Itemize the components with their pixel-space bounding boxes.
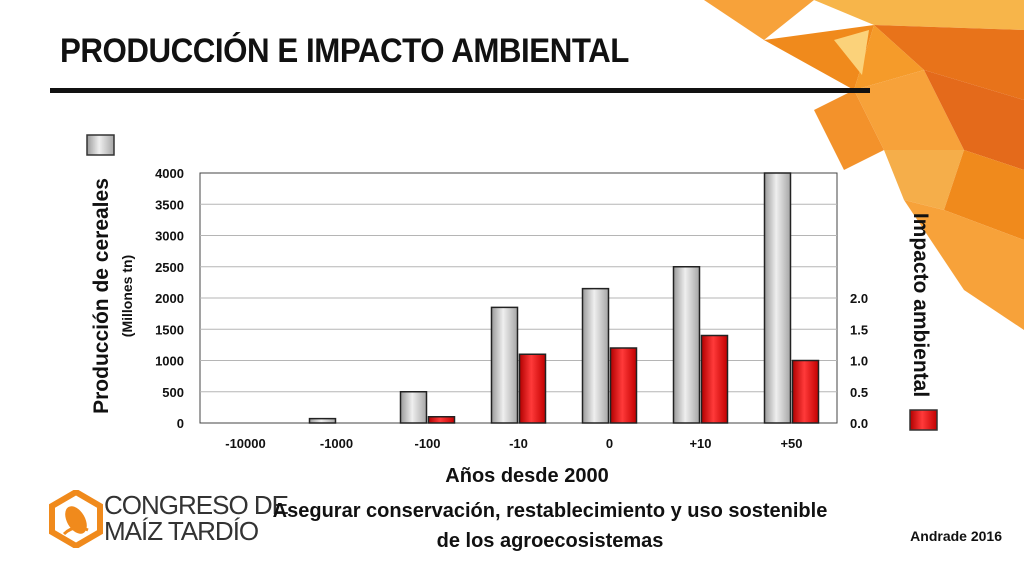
bar-impact <box>518 353 547 424</box>
bar-impact <box>427 416 456 424</box>
legend-swatch-impact <box>909 409 938 431</box>
y-tick-label: 4000 <box>155 166 184 181</box>
congress-logo: CONGRESO DE MAÍZ TARDÍO <box>48 490 289 550</box>
footer-statement-line2: de los agroecosistemas <box>436 530 664 552</box>
y2-tick-label: 0.0 <box>850 416 868 431</box>
title-underline <box>50 88 870 93</box>
bar-production <box>490 306 519 424</box>
x-tick-label: +10 <box>689 436 711 451</box>
bar-impact <box>700 334 729 424</box>
y-tick-label: 1000 <box>155 354 184 369</box>
decorative-orange-shapes <box>704 0 1024 330</box>
logo-text-line2: MAÍZ TARDÍO <box>104 516 259 546</box>
bar-production <box>308 417 337 424</box>
x-tick-label: -1000 <box>320 436 353 451</box>
bar-production <box>399 391 428 424</box>
bar-impact <box>791 359 820 424</box>
y-tick-label: 3500 <box>155 197 184 212</box>
bar-production <box>672 266 701 424</box>
y-tick-label: 2500 <box>155 260 184 275</box>
logo-text-line1: CONGRESO DE <box>104 490 289 520</box>
y-axis-label: Producción de cereales <box>90 178 113 414</box>
y-tick-label: 0 <box>177 416 184 431</box>
y-tick-label: 1500 <box>155 322 184 337</box>
y-tick-label: 3000 <box>155 229 184 244</box>
y2-tick-label: 1.5 <box>850 322 868 337</box>
y2-tick-label: 1.0 <box>850 354 868 369</box>
legend-swatch-production <box>86 134 115 156</box>
x-tick-label: 0 <box>606 436 613 451</box>
y2-tick-label: 0.5 <box>850 385 868 400</box>
y-axis-sublabel: (Millones tn) <box>119 255 135 337</box>
y2-tick-label: 2.0 <box>850 291 868 306</box>
y-tick-label: 2000 <box>155 291 184 306</box>
bar-impact <box>609 347 638 424</box>
footer-statement-line1: Asegurar conservación, restablecimiento … <box>272 500 828 522</box>
y-tick-label: 500 <box>162 385 184 400</box>
x-tick-label: -10 <box>509 436 528 451</box>
corn-emblem-icon <box>49 490 103 548</box>
bar-chart: 0 500 1000 1500 2000 2500 3000 3500 4000 0.0 0.5 1… <box>86 134 938 487</box>
page-title: PRODUCCIÓN E IMPACTO AMBIENTAL <box>60 32 629 70</box>
author-credit: Andrade 2016 <box>910 528 1002 544</box>
y2-axis-label: Impacto ambiental <box>909 213 932 397</box>
x-tick-label: -100 <box>414 436 440 451</box>
bar-production <box>763 172 792 424</box>
x-tick-label: +50 <box>780 436 802 451</box>
x-axis-label: Años desde 2000 <box>445 465 608 487</box>
bar-production <box>581 287 610 424</box>
x-tick-label: -10000 <box>225 436 265 451</box>
